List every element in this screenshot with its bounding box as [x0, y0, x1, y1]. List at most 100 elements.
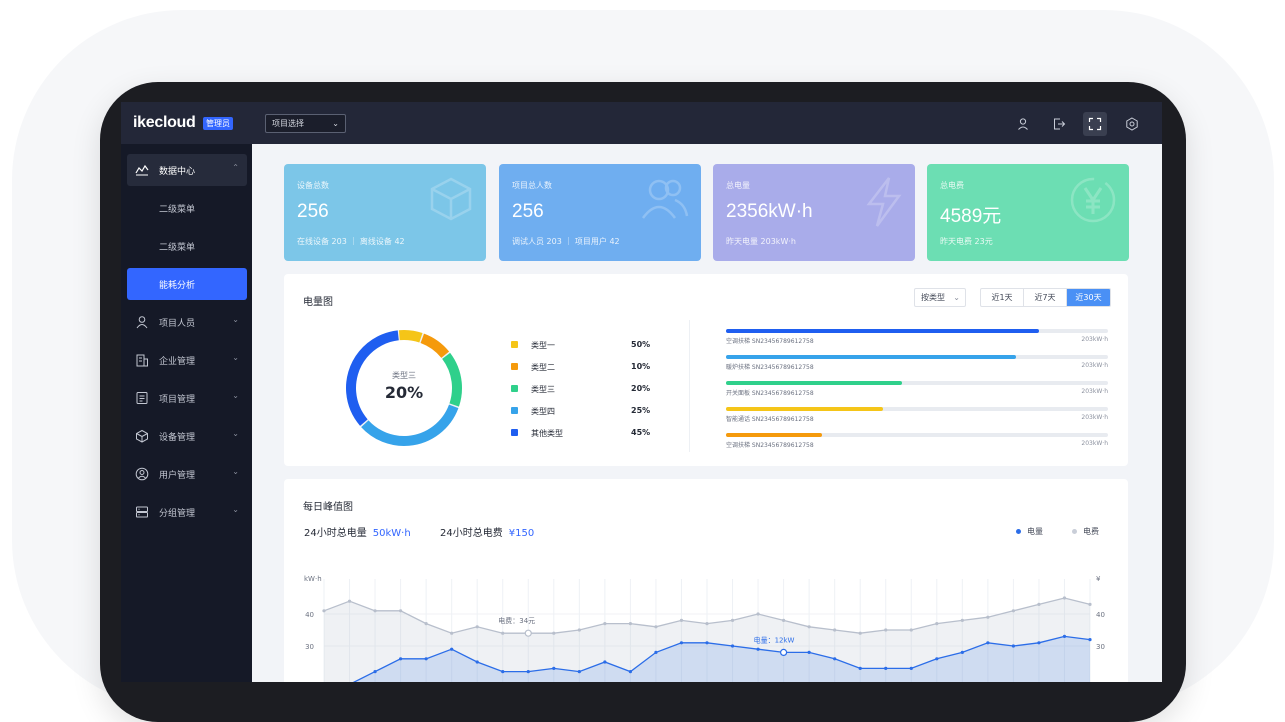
card-title: 设备总数: [297, 181, 329, 190]
sidebar-item-label: 数据中心: [159, 167, 196, 177]
sidebar-item-device[interactable]: 设备管理 ⌄: [127, 420, 247, 452]
sidebar-item-label: 项目管理: [159, 395, 196, 405]
type-select[interactable]: 按类型 ⌄: [914, 288, 966, 307]
chart-icon: [135, 164, 149, 176]
chart-annotation: 电费：34元: [498, 616, 535, 625]
data-point: [399, 609, 403, 613]
sum-power: 24小时总电量 50kW·h: [304, 524, 411, 539]
data-point: [807, 625, 811, 629]
legend-item: 类型二 10%: [511, 360, 651, 374]
sum-fee-label: 24小时总电费: [440, 528, 503, 539]
card-title: 总电费: [940, 181, 964, 190]
device-bar-row: 空调扶梯 SN23456789612758 203kW·h: [726, 433, 1108, 455]
device-bar-row: 智能通话 SN23456789612758 203kW·h: [726, 407, 1108, 429]
sidebar-item-project[interactable]: 项目管理 ⌄: [127, 382, 247, 414]
sidebar-item-label: 设备管理: [159, 433, 196, 443]
card-value: 4589元: [940, 206, 1002, 227]
sidebar-item-enterprise[interactable]: 企业管理 ⌄: [127, 344, 247, 376]
data-point: [1062, 596, 1067, 600]
top-bar: ikecloud 管理员 项目选择 ⌄: [121, 102, 1162, 144]
peak-panel: 每日峰值图 24小时总电量 50kW·h 24小时总电费 ¥150 电量 电费 kW…: [284, 479, 1128, 682]
sidebar-subitem-label: 能耗分析: [159, 281, 196, 291]
range-tab-1d[interactable]: 近1天: [981, 289, 1024, 306]
card-subtext: 昨天电费 23元: [940, 237, 993, 246]
data-point: [577, 670, 581, 674]
bar-device-name: 智能通话 SN23456789612758: [726, 416, 814, 423]
sum-fee: 24小时总电费 ¥150: [440, 524, 534, 539]
data-point: [679, 618, 684, 622]
data-point: [552, 631, 556, 635]
chevron-down-icon: ⌄: [232, 353, 239, 362]
people-icon: [641, 179, 689, 219]
bar-value: 203kW·h: [1081, 336, 1108, 343]
app-screen: ikecloud 管理员 项目选择 ⌄ 数据中心 ⌃ 二级菜单 二级菜单: [121, 102, 1162, 682]
legend-name: 类型一: [531, 341, 555, 350]
y-tick-right: 40: [1096, 611, 1105, 619]
type-select-label: 按类型: [921, 293, 945, 302]
fullscreen-icon[interactable]: [1083, 112, 1107, 136]
legend-name: 其他类型: [531, 429, 563, 438]
chevron-down-icon: ⌄: [232, 505, 239, 514]
data-point: [858, 666, 862, 670]
data-point: [1011, 644, 1016, 648]
y-tick-right: 30: [1096, 643, 1105, 651]
sidebar-subitem[interactable]: 二级菜单: [127, 192, 247, 224]
sidebar-subitem[interactable]: 二级菜单: [127, 230, 247, 262]
bar-fill: [726, 329, 1040, 333]
data-point: [1011, 609, 1016, 613]
sidebar-item-group[interactable]: 分组管理 ⌄: [127, 496, 247, 528]
data-point: [628, 622, 632, 626]
bar-track: [726, 329, 1108, 333]
data-point: [322, 609, 326, 613]
device-bar-row: 暖炉扶梯 SN23456789612758 203kW·h: [726, 355, 1108, 377]
bar-device-name: 开关面板 SN23456789612758: [726, 390, 814, 397]
range-tab-30d[interactable]: 近30天: [1067, 289, 1110, 306]
range-tabs: 近1天 近7天 近30天: [980, 288, 1111, 307]
data-point: [603, 660, 607, 664]
data-point: [552, 666, 556, 670]
legend-fee[interactable]: 电费: [1072, 526, 1099, 537]
chevron-up-icon: ⌃: [232, 163, 239, 172]
logout-icon[interactable]: [1047, 112, 1071, 136]
user-circle-icon: [135, 467, 149, 481]
highlight-point: [780, 648, 788, 657]
document-icon: [136, 392, 148, 404]
legend-swatch: [511, 363, 518, 370]
data-point: [654, 625, 658, 629]
data-point: [935, 657, 939, 661]
stat-card-fee: 总电费 4589元 昨天电费 23元: [927, 164, 1129, 261]
cube-icon: [430, 177, 472, 221]
sidebar-item-label: 分组管理: [159, 509, 196, 519]
project-select[interactable]: 项目选择 ⌄: [265, 114, 346, 133]
range-tab-7d[interactable]: 近7天: [1024, 289, 1067, 306]
data-point: [730, 644, 735, 648]
data-point: [833, 628, 837, 632]
sidebar-subitem-energy[interactable]: 能耗分析: [127, 268, 247, 300]
building-icon: [136, 354, 148, 367]
donut-segment-5: [346, 330, 462, 446]
donut-center-value: 20%: [384, 383, 424, 402]
bar-fill: [726, 355, 1017, 359]
settings-icon[interactable]: [1120, 112, 1144, 136]
sidebar-subitem-label: 二级菜单: [159, 243, 196, 253]
legend-dot: [1072, 529, 1077, 534]
legend-fee-label: 电费: [1083, 527, 1099, 536]
legend-power[interactable]: 电量: [1016, 526, 1043, 537]
legend-item: 类型三 20%: [511, 382, 651, 396]
sidebar-item-project-staff[interactable]: 项目人员 ⌄: [127, 306, 247, 338]
person-icon: [136, 316, 148, 329]
y-axis-label-left: kW·h: [304, 575, 322, 583]
data-point: [756, 647, 760, 651]
sidebar-item-data-center[interactable]: 数据中心 ⌃: [127, 154, 247, 186]
data-point: [424, 622, 428, 626]
project-select-label: 项目选择: [272, 119, 304, 128]
card-subtext: 昨天电量 203kW·h: [726, 237, 796, 246]
yen-icon: [1070, 177, 1116, 223]
sidebar-item-user[interactable]: 用户管理 ⌄: [127, 458, 247, 490]
chart-annotation: 电量：12kW: [754, 635, 795, 644]
sidebar-item-label: 用户管理: [159, 471, 196, 481]
user-icon[interactable]: [1011, 112, 1035, 136]
data-point: [373, 670, 377, 674]
card-title: 项目总人数: [512, 181, 552, 190]
